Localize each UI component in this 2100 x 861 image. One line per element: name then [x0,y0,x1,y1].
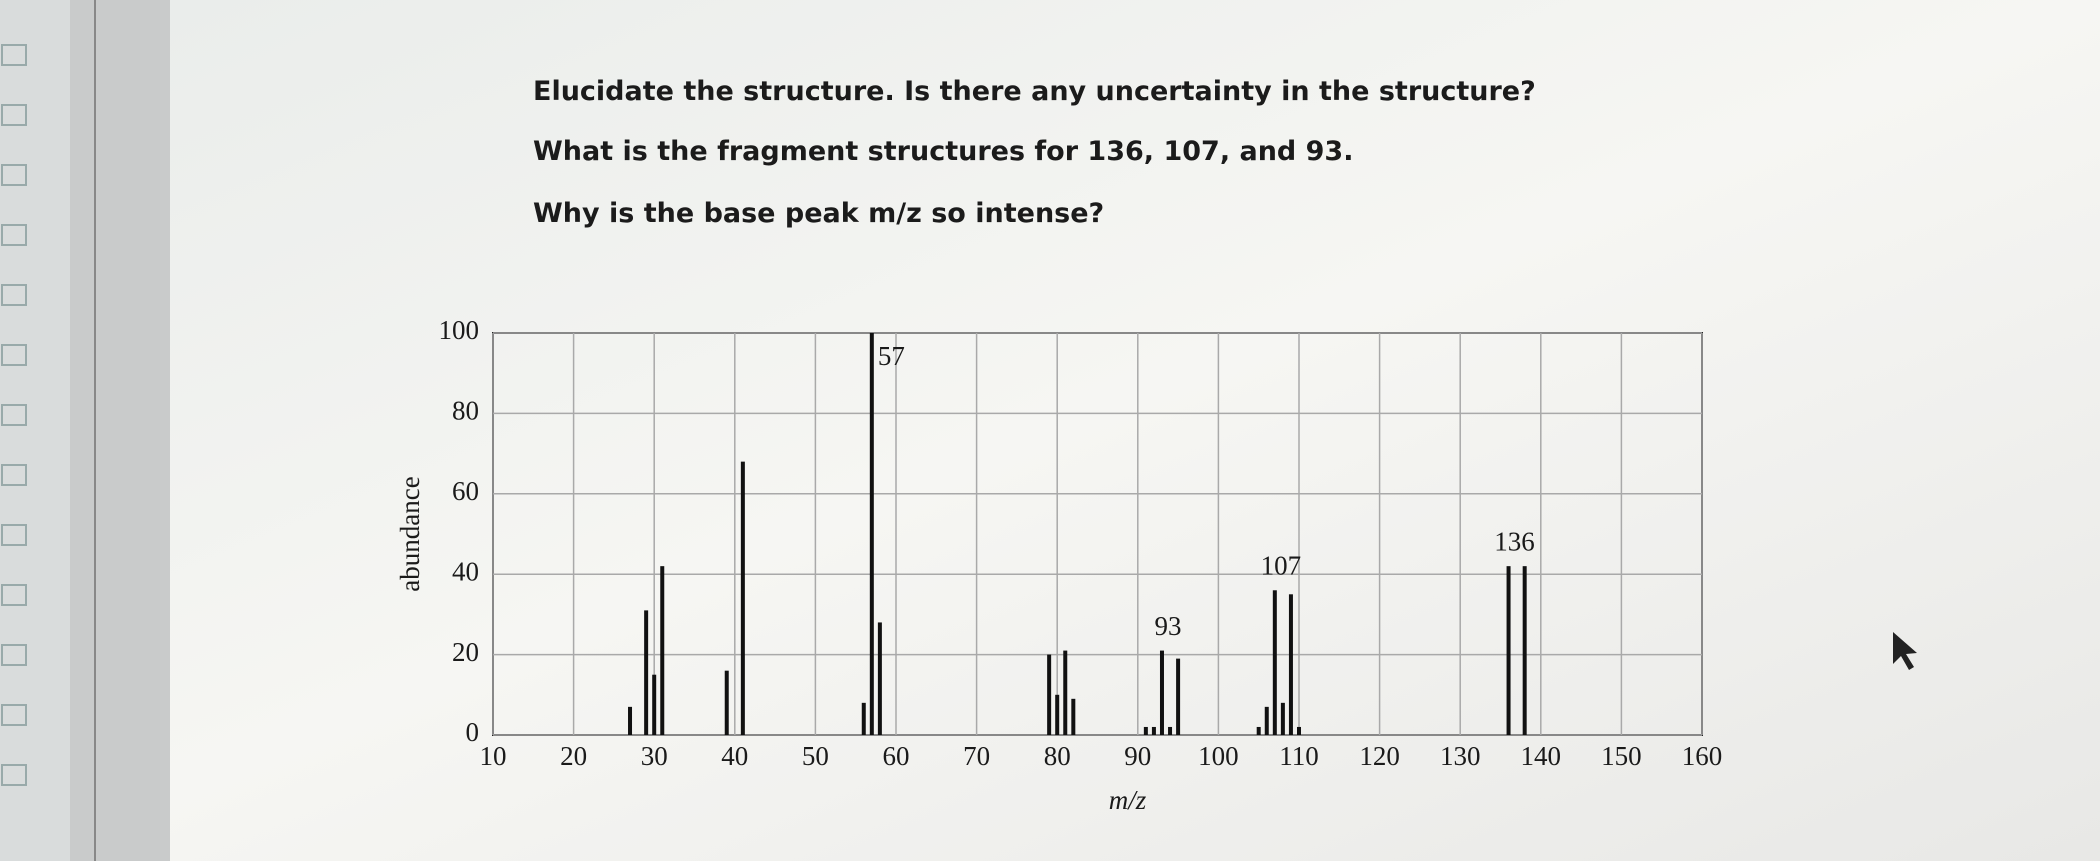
peak [628,706,633,735]
y-tick-label: 100 [439,315,480,345]
y-tick-label: 60 [452,476,479,506]
x-tick-label: 30 [641,741,668,771]
peak [1264,706,1269,735]
peak-label: 57 [878,341,905,371]
peak [1055,694,1060,735]
x-tick-label: 80 [1044,741,1071,771]
x-tick-label: 110 [1279,741,1319,771]
x-tick-label: 130 [1440,741,1481,771]
peak-label: 93 [1154,611,1181,641]
toolbar [0,0,70,861]
cursor [1893,632,1917,670]
peak [1280,702,1285,735]
peak [1522,566,1527,735]
peak [1143,726,1148,735]
x-tick-label: 10 [480,741,507,771]
x-tick-label: 120 [1359,741,1400,771]
peak [869,333,874,735]
x-tick-label: 20 [560,741,587,771]
x-tick-label: 70 [963,741,990,771]
peak [660,566,665,735]
x-tick-label: 40 [721,741,748,771]
peak [1256,726,1261,735]
question-line: Elucidate the structure. Is there any un… [533,76,1536,107]
x-tick-label: 140 [1521,741,1562,771]
peak [1159,650,1164,735]
peak [1272,590,1277,735]
peak [1063,650,1068,735]
x-tick-label: 160 [1682,741,1723,771]
y-axis-label: abundance [395,476,425,591]
x-tick-label: 100 [1198,741,1239,771]
peak [1071,698,1076,735]
peak [1288,594,1293,735]
peak [861,702,866,735]
x-tick-label: 60 [883,741,910,771]
y-tick-label: 20 [452,637,479,667]
peak [877,622,882,735]
peak [1506,566,1511,735]
x-tick-label: 50 [802,741,829,771]
x-axis-label: m/z [1109,785,1147,815]
peak [1151,726,1156,735]
question-line: Why is the base peak m/z so intense? [533,198,1104,229]
chart: 0 20 40 60 80 100 10 20 30 40 50 60 70 80 90 100 110 120 1… [395,315,1722,815]
peak [644,610,649,735]
ruler [70,0,170,861]
x-tick-label: 150 [1601,741,1642,771]
x-tick-label: 90 [1124,741,1151,771]
peak [652,674,657,735]
peak [1047,654,1052,735]
peak-label: 136 [1494,526,1535,556]
peak [724,670,729,735]
peak [1176,658,1181,735]
toolbar-icons [1,44,27,786]
y-tick-label: 80 [452,396,479,426]
peak [1168,726,1173,735]
y-tick-label: 0 [466,717,480,747]
question-line: What is the fragment structures for 136,… [533,136,1353,167]
peak [1297,726,1301,735]
y-tick-label: 40 [452,556,479,586]
peak-label: 107 [1261,550,1302,580]
peak [740,461,745,735]
